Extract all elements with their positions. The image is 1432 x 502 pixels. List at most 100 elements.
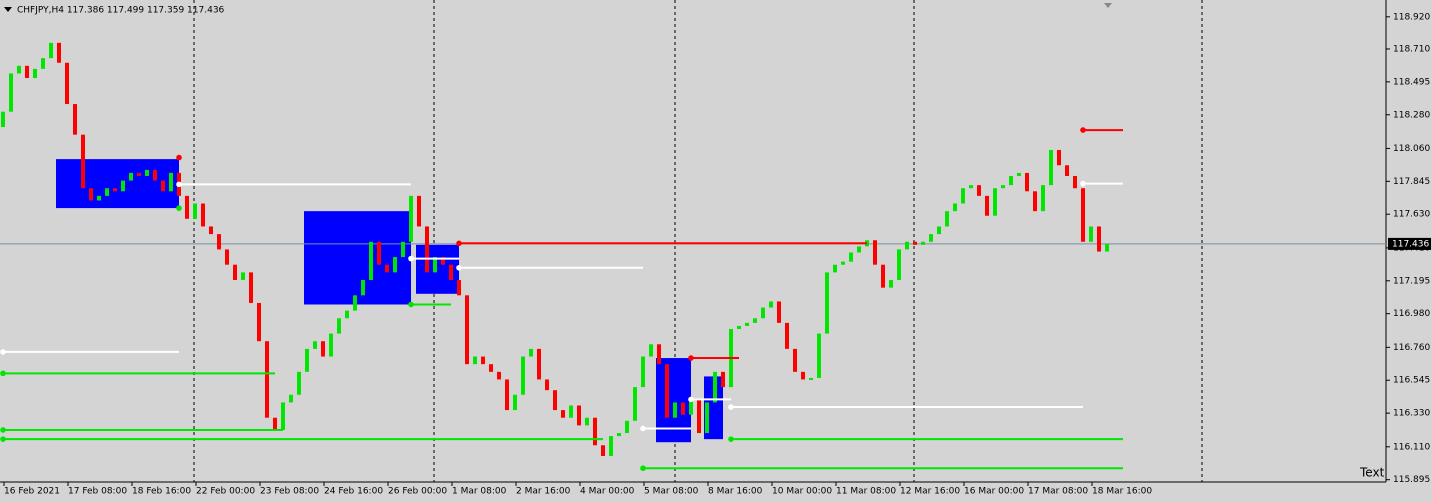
candle bbox=[777, 301, 781, 323]
candle bbox=[89, 188, 93, 201]
candle bbox=[201, 203, 205, 227]
candle bbox=[601, 445, 605, 456]
x-tick-label: 8 Mar 16:00 bbox=[708, 487, 763, 497]
candle bbox=[113, 188, 117, 192]
y-tick-label: 115.895 bbox=[1393, 475, 1430, 485]
candle bbox=[441, 257, 445, 265]
x-tick-label: 16 Feb 2021 bbox=[4, 487, 60, 497]
candle bbox=[1025, 172, 1029, 192]
candle bbox=[97, 195, 101, 201]
candle bbox=[905, 241, 909, 250]
candle bbox=[521, 356, 525, 395]
candle bbox=[617, 433, 621, 437]
x-tick-label: 18 Mar 16:00 bbox=[1092, 487, 1152, 497]
candle bbox=[1081, 188, 1085, 242]
candle bbox=[273, 417, 277, 430]
level-dot bbox=[176, 205, 182, 211]
candle bbox=[369, 241, 373, 281]
x-tick-label: 23 Feb 08:00 bbox=[260, 487, 319, 497]
candle bbox=[857, 246, 861, 253]
x-tick-label: 24 Feb 16:00 bbox=[324, 487, 383, 497]
level-dot bbox=[456, 264, 462, 271]
level-dot bbox=[640, 465, 646, 472]
candle bbox=[881, 264, 885, 288]
level-dot bbox=[0, 436, 6, 442]
y-tick-label: 118.060 bbox=[1393, 144, 1430, 154]
candle bbox=[817, 333, 821, 378]
candle bbox=[49, 42, 53, 59]
level-dot bbox=[688, 355, 694, 361]
candle bbox=[105, 188, 109, 196]
candle bbox=[913, 241, 917, 245]
candle bbox=[1009, 175, 1013, 186]
candle bbox=[57, 42, 61, 63]
candle bbox=[289, 394, 293, 403]
candle bbox=[185, 195, 189, 219]
candle bbox=[449, 264, 453, 281]
candle bbox=[457, 280, 461, 296]
candle bbox=[825, 272, 829, 334]
candle bbox=[361, 280, 365, 296]
candle bbox=[337, 318, 341, 334]
candle bbox=[265, 341, 269, 418]
y-tick-label: 118.710 bbox=[1393, 44, 1430, 54]
y-tick-label: 117.845 bbox=[1393, 177, 1430, 187]
x-tick-label: 26 Feb 00:00 bbox=[388, 487, 447, 497]
candle bbox=[9, 73, 13, 112]
candle bbox=[1049, 149, 1053, 186]
candle bbox=[353, 295, 357, 311]
candle bbox=[681, 402, 685, 415]
candle bbox=[625, 420, 629, 434]
candle bbox=[249, 272, 253, 303]
x-tick-label: 17 Feb 08:00 bbox=[68, 487, 127, 497]
candle bbox=[481, 356, 485, 365]
shift-marker bbox=[1104, 3, 1112, 8]
current-price-box bbox=[1388, 237, 1431, 250]
candle bbox=[889, 280, 893, 288]
candle bbox=[153, 169, 157, 181]
level-dot bbox=[728, 436, 734, 442]
candle bbox=[569, 405, 573, 418]
candle bbox=[785, 322, 789, 349]
candle bbox=[425, 226, 429, 273]
candle bbox=[833, 264, 837, 273]
candle bbox=[761, 307, 765, 319]
candle bbox=[297, 371, 301, 395]
zone bbox=[56, 159, 179, 209]
candle bbox=[121, 180, 125, 192]
x-tick-label: 22 Feb 00:00 bbox=[196, 487, 255, 497]
candle bbox=[329, 333, 333, 357]
candle bbox=[697, 399, 701, 434]
candle bbox=[33, 68, 37, 79]
candle bbox=[673, 402, 677, 418]
candle bbox=[345, 310, 349, 319]
candle bbox=[513, 394, 517, 411]
candle bbox=[993, 188, 997, 216]
candle bbox=[1041, 185, 1045, 212]
candle bbox=[233, 264, 237, 281]
x-tick-label: 11 Mar 08:00 bbox=[836, 487, 896, 497]
level-dot bbox=[408, 255, 414, 262]
candle bbox=[841, 261, 845, 265]
candle bbox=[1089, 226, 1093, 242]
candle bbox=[209, 226, 213, 235]
candle bbox=[505, 379, 509, 411]
zone bbox=[656, 358, 691, 443]
candle bbox=[1097, 226, 1101, 252]
candle bbox=[593, 417, 597, 446]
candle bbox=[545, 379, 549, 391]
candle bbox=[497, 371, 501, 380]
candle bbox=[897, 249, 901, 281]
candle bbox=[633, 387, 637, 421]
candle bbox=[801, 371, 805, 380]
candle bbox=[537, 348, 541, 380]
candle bbox=[409, 195, 413, 242]
candle bbox=[377, 241, 381, 265]
x-tick-label: 2 Mar 16:00 bbox=[516, 487, 571, 497]
menu-arrow[interactable] bbox=[4, 7, 12, 12]
candle bbox=[81, 134, 85, 189]
corner-text: Text bbox=[1359, 466, 1385, 480]
y-tick-label: 118.280 bbox=[1393, 110, 1430, 120]
current-price-label: 117.436 bbox=[1392, 239, 1429, 249]
level-dot bbox=[1080, 127, 1086, 133]
